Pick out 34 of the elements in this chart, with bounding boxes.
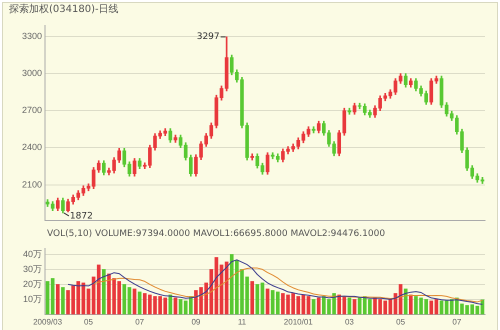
bar bbox=[61, 287, 65, 314]
bar bbox=[312, 299, 316, 314]
y-tick-label: 2400 bbox=[22, 142, 42, 152]
bar bbox=[102, 269, 106, 314]
y-tick-label: 20万 bbox=[22, 278, 42, 289]
text: VOL(5,10) VOLUME:97394.0000 MAVOL1:66695.8000 MAVOL2:94476.1000 bbox=[46, 229, 386, 240]
y-tick-label: 30万 bbox=[22, 264, 42, 274]
y-tick-label: 3000 bbox=[22, 68, 42, 78]
bar bbox=[352, 299, 356, 314]
x-tick-label: 07 bbox=[135, 317, 145, 326]
bar bbox=[174, 298, 178, 314]
annotation: 1872 bbox=[70, 211, 93, 222]
bar bbox=[56, 284, 60, 314]
y-tick-label: 3300 bbox=[22, 31, 42, 42]
y-tick-label: 2100 bbox=[22, 179, 42, 190]
x-tick-label: 03 bbox=[344, 317, 354, 326]
bar bbox=[316, 298, 321, 314]
chart-title: 探索加权(034180)-日线 bbox=[8, 3, 120, 17]
x-tick-label: 05 bbox=[396, 317, 406, 326]
bar bbox=[132, 288, 136, 314]
bar bbox=[348, 298, 352, 314]
x-tick-label: 2009/03 bbox=[33, 317, 63, 326]
y-tick-label: 10万 bbox=[22, 294, 42, 304]
x-tick-label: 2010/01 bbox=[284, 317, 314, 326]
annotation: 3297 bbox=[196, 32, 220, 42]
x-tick-label: 11 bbox=[238, 317, 247, 326]
x-tick-label: 09 bbox=[191, 317, 201, 326]
y-tick-label: 40万 bbox=[22, 248, 42, 259]
bar bbox=[250, 281, 254, 314]
x-tick-label: 05 bbox=[84, 317, 94, 326]
y-tick-label: 2700 bbox=[22, 105, 42, 116]
bar bbox=[138, 292, 142, 314]
x-tick-label: 07 bbox=[452, 317, 462, 326]
bar bbox=[266, 288, 270, 314]
